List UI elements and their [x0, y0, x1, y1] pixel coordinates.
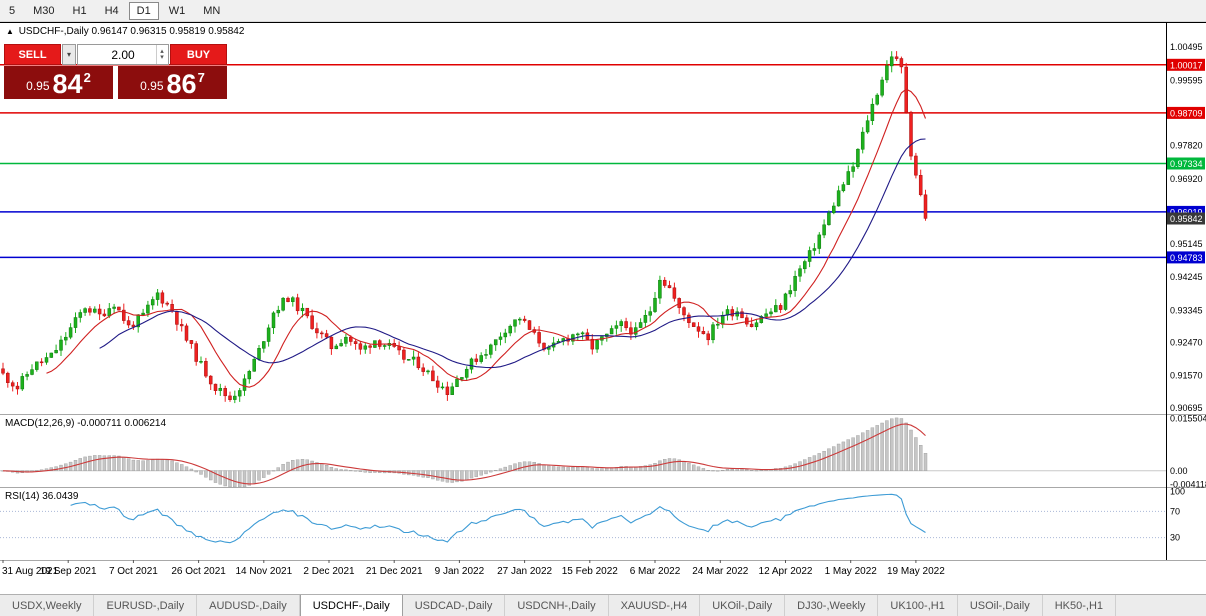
volume-spinner[interactable]: ▴ ▾: [156, 45, 167, 64]
svg-text:0.96920: 0.96920: [1170, 174, 1203, 184]
svg-text:0.95145: 0.95145: [1170, 239, 1203, 249]
ask-price-prefix: 0.95: [140, 79, 164, 93]
ask-price-pip: 7: [197, 70, 205, 85]
chart-tab-uk100-h1[interactable]: UK100-,H1: [878, 595, 958, 616]
svg-text:6 Mar 2022: 6 Mar 2022: [630, 566, 681, 577]
timeframe-toolbar: 5 M30 H1 H4 D1 W1 MN: [0, 0, 1206, 22]
svg-text:0.93345: 0.93345: [1170, 305, 1203, 315]
svg-text:19 Sep 2021: 19 Sep 2021: [40, 566, 97, 577]
timeframe-mn[interactable]: MN: [195, 2, 228, 20]
svg-text:19 May 2022: 19 May 2022: [887, 566, 945, 577]
ask-price-main: 86: [166, 69, 197, 99]
svg-text:30: 30: [1170, 533, 1180, 543]
svg-text:0.015504: 0.015504: [1170, 413, 1206, 423]
svg-text:7 Oct 2021: 7 Oct 2021: [109, 566, 158, 577]
svg-text:2 Dec 2021: 2 Dec 2021: [303, 566, 355, 577]
ma-fast-line: [46, 88, 927, 388]
svg-text:100: 100: [1170, 487, 1185, 497]
svg-text:70: 70: [1170, 506, 1180, 516]
chart-ohlc-values: 0.96147 0.96315 0.95819 0.95842: [91, 26, 245, 37]
chart-tab-hk50-h1[interactable]: HK50-,H1: [1043, 595, 1117, 616]
chart-tab-dj30-weekly[interactable]: DJ30-,Weekly: [785, 595, 879, 616]
timeframe-h1[interactable]: H1: [65, 2, 95, 20]
one-click-trade-panel: SELL ▾ 2.00 ▴ ▾ BUY 0.95 84 2 0.95 86 7: [4, 44, 227, 99]
svg-text:0.91570: 0.91570: [1170, 371, 1203, 381]
chevron-down-icon: ▾: [66, 50, 71, 59]
svg-text:21 Dec 2021: 21 Dec 2021: [366, 566, 423, 577]
chart-tab-ukoil-daily[interactable]: UKOil-,Daily: [700, 595, 786, 616]
volume-field[interactable]: 2.00 ▴ ▾: [77, 44, 169, 65]
candlestick-series: [1, 51, 928, 404]
svg-text:0.94245: 0.94245: [1170, 272, 1203, 282]
svg-text:0.98709: 0.98709: [1170, 108, 1203, 118]
chart-title: ▲ USDCHF-,Daily 0.96147 0.96315 0.95819 …: [6, 26, 244, 37]
svg-text:0.00: 0.00: [1170, 466, 1188, 476]
spin-down-icon: ▾: [160, 53, 164, 61]
svg-text:12 Apr 2022: 12 Apr 2022: [759, 566, 813, 577]
bid-price-main: 84: [52, 69, 83, 99]
chart-tab-usdcad-daily[interactable]: USDCAD-,Daily: [403, 595, 506, 616]
svg-text:9 Jan 2022: 9 Jan 2022: [435, 566, 485, 577]
svg-text:0.96019: 0.96019: [1170, 207, 1203, 217]
chart-tab-usdx-weekly[interactable]: USDX,Weekly: [0, 595, 95, 616]
svg-text:-0.004118: -0.004118: [1170, 480, 1206, 490]
volume-value: 2.00: [111, 47, 135, 62]
volume-dropdown-button[interactable]: ▾: [62, 44, 76, 65]
rsi-label: RSI(14) 36.0439: [5, 491, 79, 502]
svg-text:24 Mar 2022: 24 Mar 2022: [692, 566, 749, 577]
svg-text:27 Jan 2022: 27 Jan 2022: [497, 566, 552, 577]
timeframe-5[interactable]: 5: [1, 2, 23, 20]
chart-tab-audusd-daily[interactable]: AUDUSD-,Daily: [197, 595, 300, 616]
buy-button[interactable]: BUY: [170, 44, 227, 65]
chart-tabs-bar: USDX,Weekly EURUSD-,Daily AUDUSD-,Daily USD…: [0, 594, 1206, 616]
svg-text:26 Oct 2021: 26 Oct 2021: [171, 566, 226, 577]
timeframe-w1[interactable]: W1: [161, 2, 194, 20]
chart-canvas[interactable]: 1.00495 0.99595 0.97820 0.96920 0.95145 0.942…: [0, 22, 1206, 594]
svg-text:1 May 2022: 1 May 2022: [825, 566, 878, 577]
spin-up-icon: ▴: [160, 47, 164, 55]
svg-text:14 Nov 2021: 14 Nov 2021: [235, 566, 292, 577]
bid-price-prefix: 0.95: [26, 79, 50, 93]
chart-tab-usoil-daily[interactable]: USOil-,Daily: [958, 595, 1043, 616]
ma-slow-line: [99, 138, 926, 369]
svg-text:0.97820: 0.97820: [1170, 141, 1203, 151]
svg-text:1.00017: 1.00017: [1170, 60, 1203, 70]
rsi-line: [70, 493, 926, 544]
svg-text:0.99595: 0.99595: [1170, 75, 1203, 85]
chart-tab-usdcnh-daily[interactable]: USDCNH-,Daily: [505, 595, 609, 616]
symbol-arrow-icon: ▲: [6, 27, 14, 36]
ask-price[interactable]: 0.95 86 7: [118, 66, 227, 99]
timeframe-m30[interactable]: M30: [25, 2, 62, 20]
svg-text:31 Aug 2021: 31 Aug 2021: [2, 566, 59, 577]
chart-tab-eurusd-daily[interactable]: EURUSD-,Daily: [94, 595, 198, 616]
svg-text:0.90695: 0.90695: [1170, 403, 1203, 413]
svg-text:0.94783: 0.94783: [1170, 253, 1203, 263]
macd-signal-line: [2, 423, 926, 485]
chart-symbol-period: USDCHF-,Daily: [18, 26, 89, 37]
svg-text:0.92470: 0.92470: [1170, 338, 1203, 348]
bid-price[interactable]: 0.95 84 2: [4, 66, 113, 99]
chart-tab-usdchf-daily[interactable]: USDCHF-,Daily: [299, 595, 403, 616]
bid-price-pip: 2: [83, 70, 91, 85]
svg-text:0.95842: 0.95842: [1170, 214, 1203, 224]
timeframe-h4[interactable]: H4: [97, 2, 127, 20]
svg-text:1.00495: 1.00495: [1170, 42, 1203, 52]
svg-text:0.97334: 0.97334: [1170, 159, 1203, 169]
chart-tab-xauusd-h4[interactable]: XAUUSD-,H4: [609, 595, 701, 616]
svg-text:15 Feb 2022: 15 Feb 2022: [562, 566, 619, 577]
macd-label: MACD(12,26,9) -0.000711 0.006214: [5, 418, 167, 429]
chart-area[interactable]: 1.00495 0.99595 0.97820 0.96920 0.95145 0.942…: [0, 22, 1206, 594]
macd-histogram: [1, 417, 928, 488]
sell-button[interactable]: SELL: [4, 44, 61, 65]
timeframe-d1[interactable]: D1: [128, 1, 159, 20]
